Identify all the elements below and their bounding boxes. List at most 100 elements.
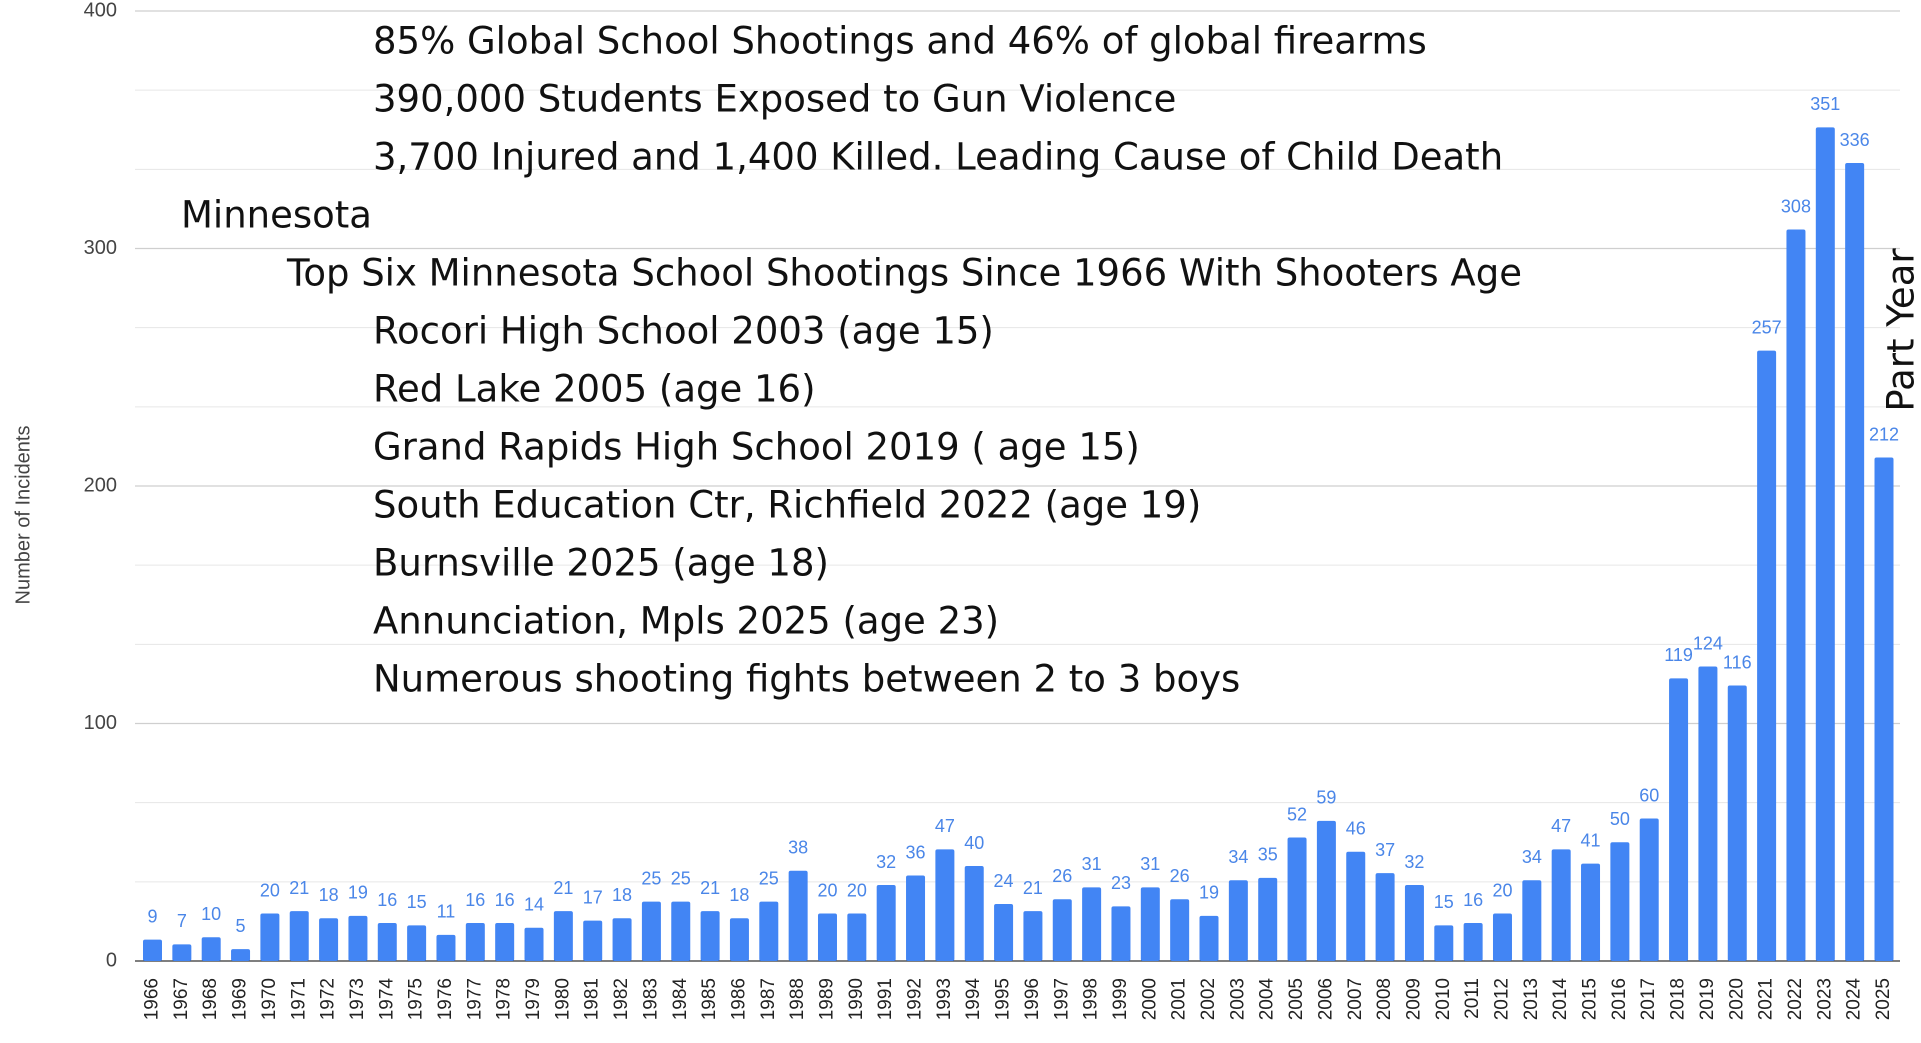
value-label: 18	[612, 885, 632, 905]
bar	[525, 928, 544, 961]
value-label: 37	[1375, 840, 1395, 860]
value-label: 20	[847, 880, 867, 900]
x-tick-label: 2016	[1609, 978, 1630, 1020]
value-label: 25	[641, 868, 661, 888]
x-tick-label: 2013	[1521, 978, 1542, 1020]
x-tick-label: 2024	[1844, 978, 1865, 1021]
x-tick-label: 2005	[1286, 978, 1307, 1020]
value-label: 35	[1258, 845, 1278, 865]
x-tick-label: 1987	[758, 978, 779, 1020]
x-tick-label: 1994	[963, 978, 984, 1021]
bar	[759, 902, 778, 961]
value-label: 32	[1404, 852, 1424, 872]
x-tick-label: 1985	[699, 978, 720, 1020]
value-label: 25	[671, 868, 691, 888]
x-tick-label: 1967	[171, 978, 192, 1020]
x-tick-label: 1971	[288, 978, 309, 1020]
bar	[642, 902, 661, 961]
bar	[1816, 127, 1835, 961]
x-tick-label: 1996	[1022, 978, 1043, 1020]
bar	[495, 923, 514, 961]
annotation: 390,000 Students Exposed to Gun Violence	[373, 78, 1176, 121]
value-label: 20	[260, 880, 280, 900]
value-label: 47	[935, 816, 955, 836]
bar	[1698, 667, 1717, 962]
x-tick-label: 2006	[1315, 978, 1336, 1020]
bar	[143, 940, 162, 961]
value-label: 38	[788, 838, 808, 858]
value-label: 16	[465, 890, 485, 910]
value-label: 9	[147, 906, 157, 926]
y-axis-label: Number of Incidents	[12, 426, 34, 605]
bar	[1288, 838, 1307, 962]
annotation: Rocori High School 2003 (age 15)	[373, 310, 994, 353]
value-label: 15	[407, 892, 427, 912]
bar	[935, 849, 954, 961]
value-label: 17	[583, 887, 603, 907]
x-tick-label: 1988	[787, 978, 808, 1020]
value-label: 25	[759, 868, 779, 888]
x-tick-label: 1966	[142, 978, 163, 1020]
bar	[202, 937, 221, 961]
x-tick-label: 1989	[817, 978, 838, 1020]
bar	[1757, 351, 1776, 961]
bar	[1111, 906, 1130, 961]
x-tick-label: 1998	[1081, 978, 1102, 1020]
x-tick-label: 1980	[552, 978, 573, 1020]
x-tick-label: 2020	[1726, 978, 1747, 1020]
value-label: 5	[236, 916, 246, 936]
x-tick-label: 2007	[1345, 978, 1366, 1020]
x-tick-label: 1975	[406, 978, 427, 1020]
x-tick-label: 2023	[1814, 978, 1835, 1020]
x-tick-label: 2015	[1580, 978, 1601, 1020]
annotation: Top Six Minnesota School Shootings Since…	[286, 252, 1522, 295]
annotation: Numerous shooting fights between 2 to 3 …	[373, 658, 1240, 701]
y-tick-label: 0	[106, 949, 117, 971]
bar	[1786, 230, 1805, 962]
x-tick-label: 2008	[1374, 978, 1395, 1020]
bar	[701, 911, 720, 961]
bar	[1229, 880, 1248, 961]
value-label: 31	[1140, 854, 1160, 874]
value-label: 21	[289, 878, 309, 898]
annotation: Annunciation, Mpls 2025 (age 23)	[373, 600, 999, 643]
value-label: 21	[1023, 878, 1043, 898]
value-label: 16	[377, 890, 397, 910]
value-label: 24	[994, 871, 1014, 891]
bar	[1552, 849, 1571, 961]
x-tick-label: 1974	[376, 978, 397, 1021]
value-label: 46	[1346, 819, 1366, 839]
bar	[1023, 911, 1042, 961]
value-label: 21	[700, 878, 720, 898]
x-tick-label: 1973	[347, 978, 368, 1020]
x-tick-label: 1972	[318, 978, 339, 1020]
annotation: Grand Rapids High School 2019 ( age 15)	[373, 426, 1140, 469]
bar	[1728, 686, 1747, 962]
bar	[965, 866, 984, 961]
value-label: 23	[1111, 873, 1131, 893]
value-label: 18	[729, 885, 749, 905]
x-tick-label: 2014	[1550, 978, 1571, 1021]
value-label: 212	[1869, 424, 1899, 444]
value-label: 26	[1052, 866, 1072, 886]
bar	[466, 923, 485, 961]
x-tick-label: 1995	[993, 978, 1014, 1020]
x-tick-label: 2012	[1491, 978, 1512, 1020]
y-tick-label: 100	[84, 712, 117, 734]
value-label: 14	[524, 895, 544, 915]
x-tick-label: 1978	[494, 978, 515, 1020]
bar	[554, 911, 573, 961]
bar	[1141, 887, 1160, 961]
bar	[348, 916, 367, 961]
y-tick-label: 400	[84, 0, 117, 21]
x-tick-label: 2002	[1198, 978, 1219, 1020]
bar	[1610, 842, 1629, 961]
x-tick-label: 1979	[523, 978, 544, 1020]
bar	[994, 904, 1013, 961]
value-label: 7	[177, 911, 187, 931]
bar	[172, 944, 191, 961]
bar	[877, 885, 896, 961]
x-tick-label: 1991	[875, 978, 896, 1020]
value-label: 119	[1664, 645, 1693, 665]
